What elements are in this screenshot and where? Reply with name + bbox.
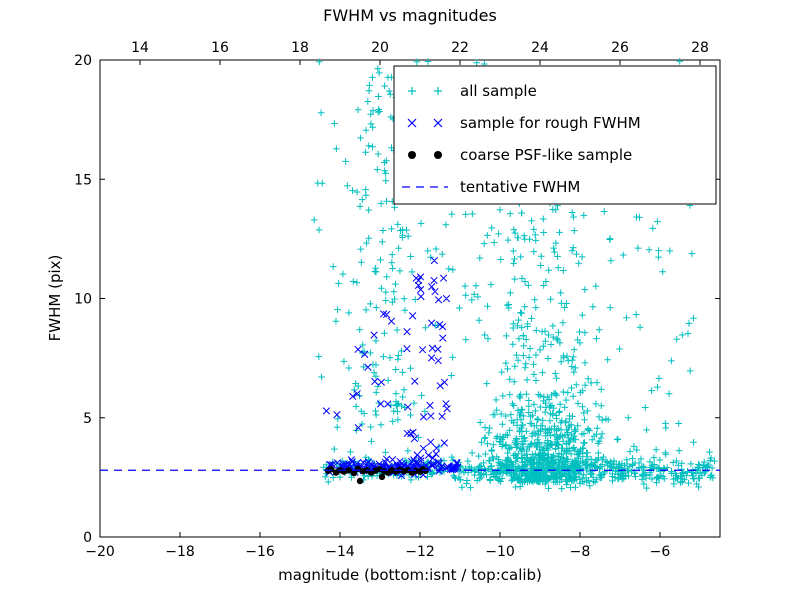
y-tick-label: 0 bbox=[83, 530, 92, 546]
x-top-tick-label: 28 bbox=[691, 40, 709, 56]
x-bottom-tick-label: −20 bbox=[85, 544, 115, 560]
x-top-tick-label: 26 bbox=[611, 40, 629, 56]
y-tick-label: 15 bbox=[74, 172, 92, 188]
x-top-tick-label: 22 bbox=[451, 40, 469, 56]
x-bottom-tick-label: −10 bbox=[485, 544, 515, 560]
legend-label: sample for rough FWHM bbox=[460, 114, 641, 132]
x-top-tick-label: 14 bbox=[131, 40, 149, 56]
legend-dot-marker bbox=[408, 151, 416, 159]
x-top-tick-label: 20 bbox=[371, 40, 389, 56]
dot-marker bbox=[345, 467, 352, 474]
x-top-tick-label: 18 bbox=[291, 40, 309, 56]
y-tick-label: 5 bbox=[83, 411, 92, 427]
legend-label: tentative FWHM bbox=[460, 178, 580, 196]
x-bottom-tick-label: −6 bbox=[650, 544, 671, 560]
x-axis-label: magnitude (bottom:isnt / top:calib) bbox=[278, 566, 542, 584]
legend-box bbox=[393, 65, 717, 205]
x-bottom-tick-label: −8 bbox=[570, 544, 591, 560]
y-axis-label: FWHM (pix) bbox=[46, 254, 64, 342]
y-tick-label: 10 bbox=[74, 292, 92, 308]
x-bottom-tick-label: −12 bbox=[405, 544, 435, 560]
x-top-tick-label: 24 bbox=[531, 40, 549, 56]
legend-dot-marker bbox=[434, 151, 442, 159]
dot-marker bbox=[378, 473, 386, 481]
series-sample-for-rough-FWHM bbox=[322, 256, 462, 480]
dot-marker bbox=[350, 469, 358, 477]
dot-marker bbox=[376, 466, 383, 473]
legend-plus-marker bbox=[408, 87, 442, 95]
legend-label: coarse PSF-like sample bbox=[460, 146, 632, 164]
legend-x-marker bbox=[407, 118, 443, 128]
x-top-tick-label: 16 bbox=[211, 40, 229, 56]
x-bottom-tick-label: −18 bbox=[165, 544, 195, 560]
chart-title: FWHM vs magnitudes bbox=[323, 6, 497, 25]
x-bottom-tick-label: −14 bbox=[325, 544, 355, 560]
dot-marker bbox=[328, 466, 335, 473]
legend-label: all sample bbox=[460, 82, 537, 100]
x-bottom-tick-label: −16 bbox=[245, 544, 275, 560]
y-tick-label: 20 bbox=[74, 53, 92, 69]
dot-marker bbox=[356, 477, 364, 485]
